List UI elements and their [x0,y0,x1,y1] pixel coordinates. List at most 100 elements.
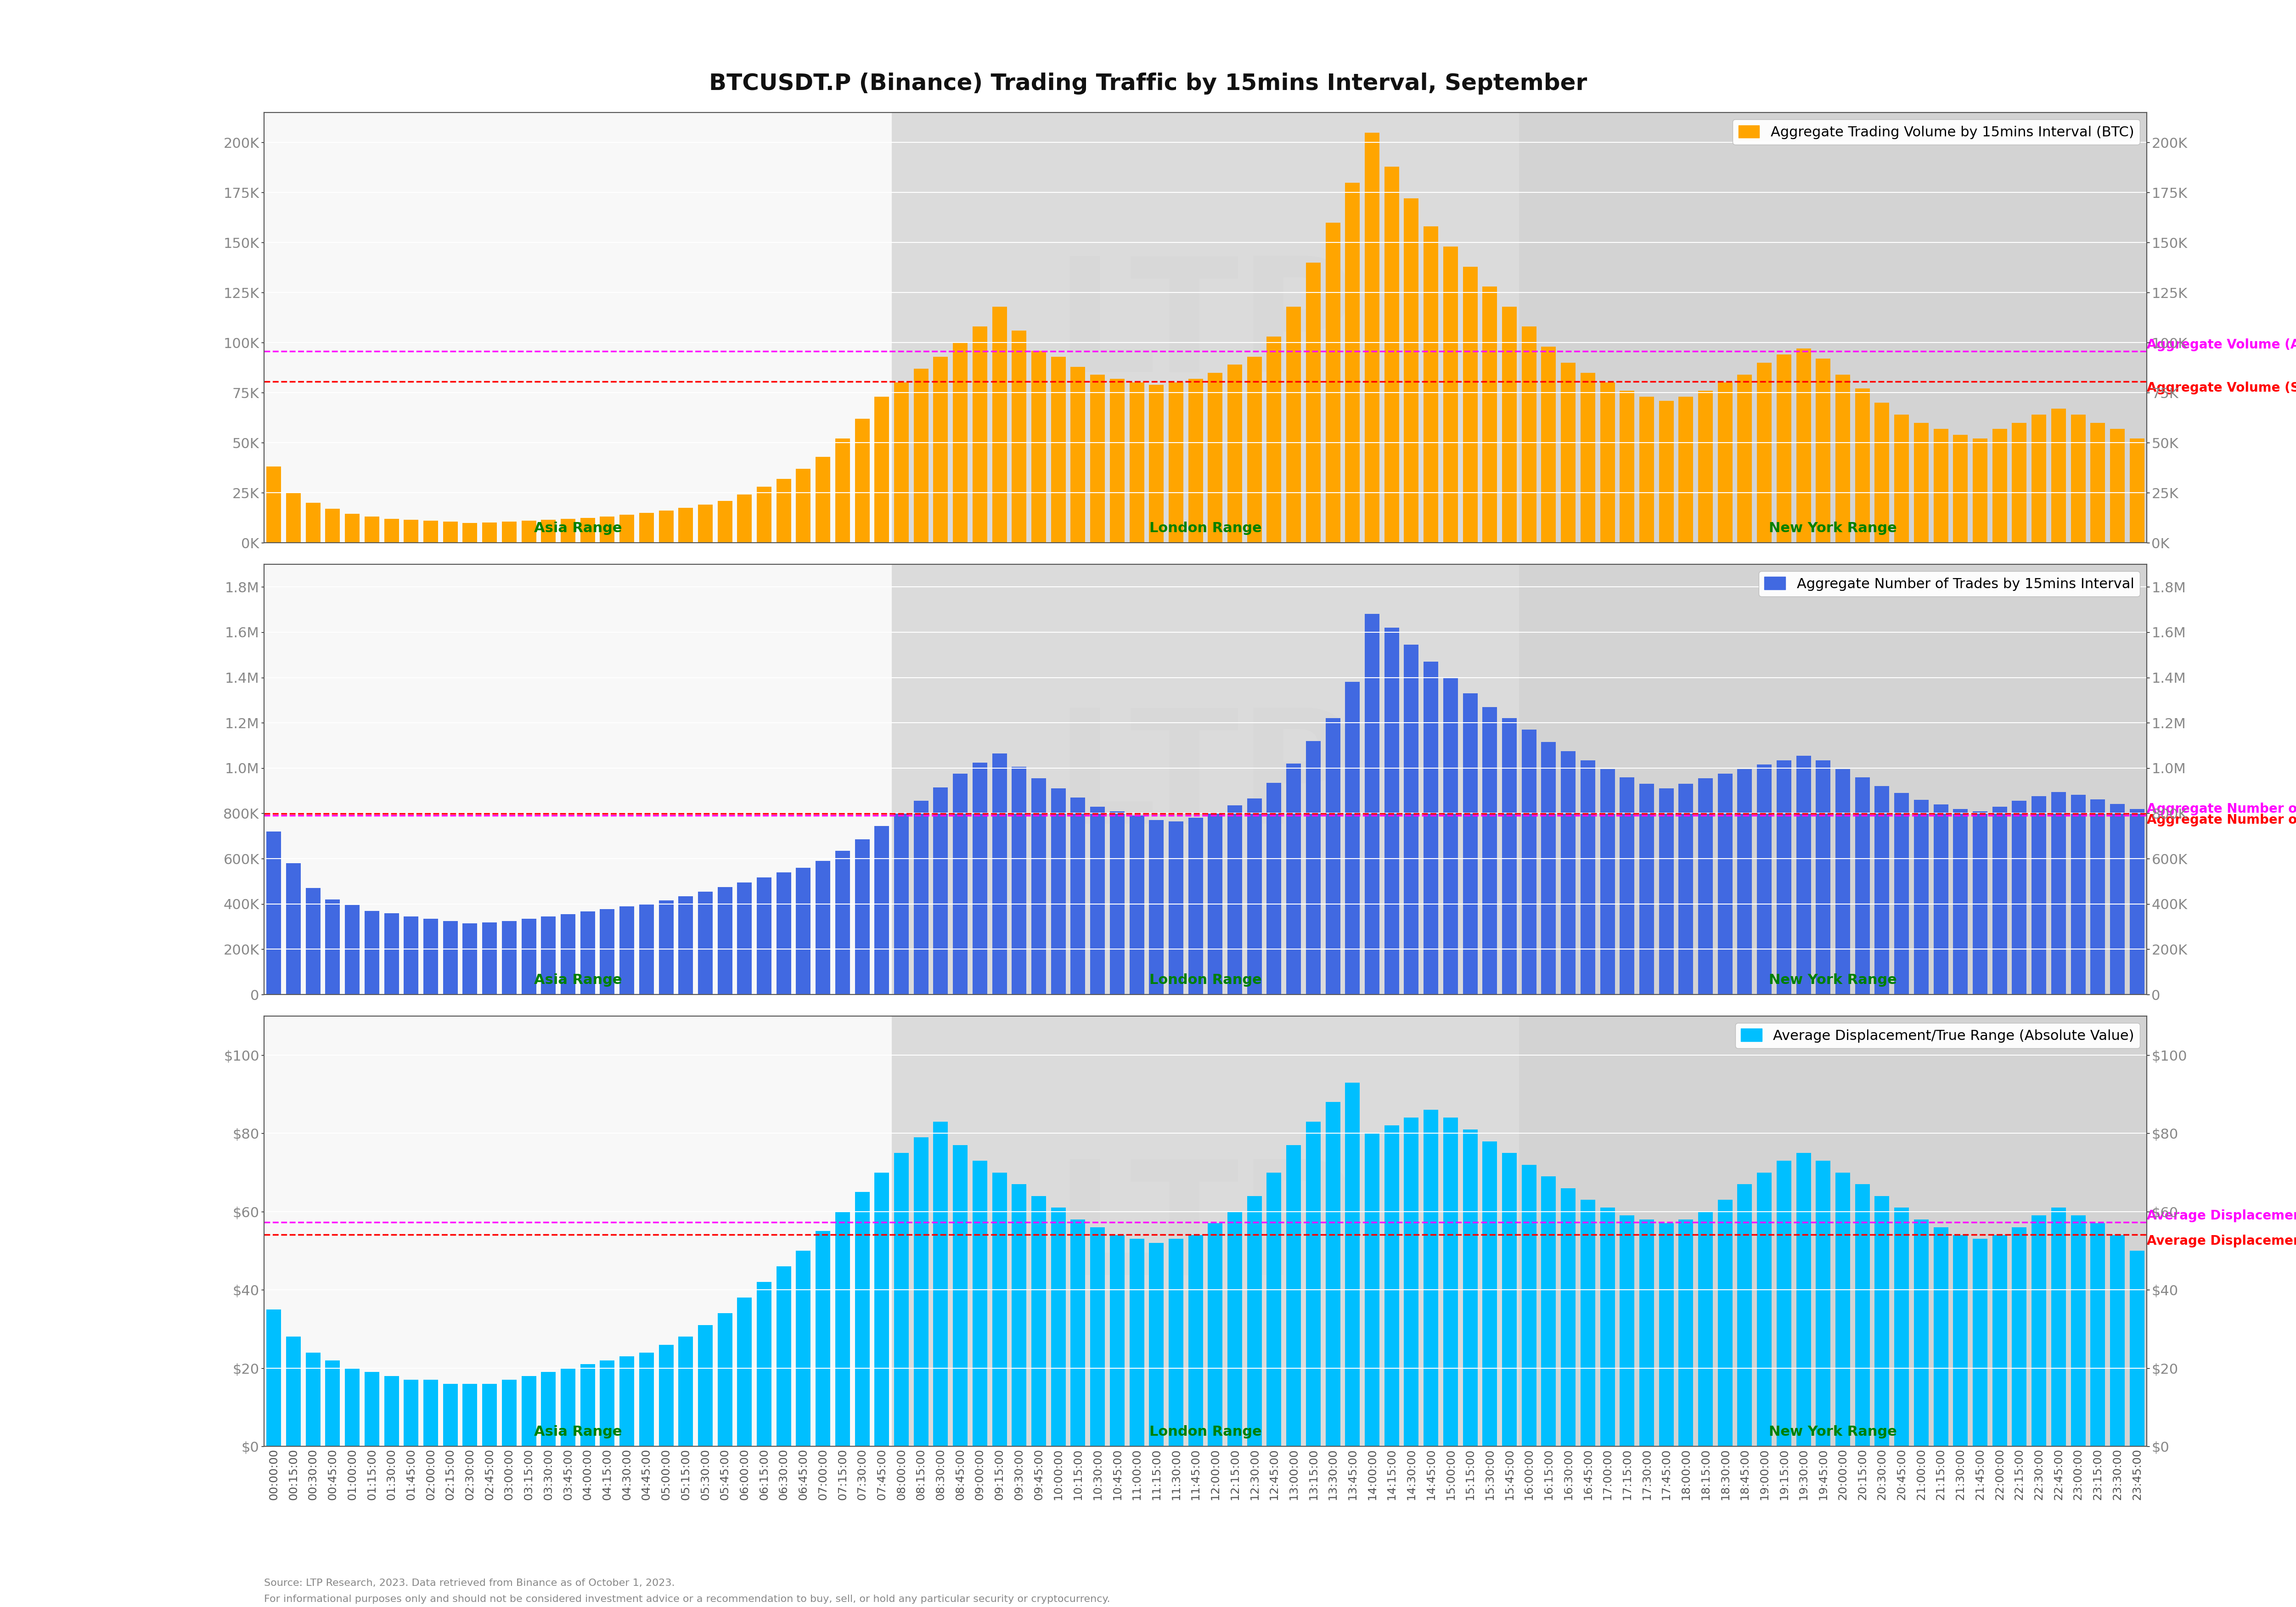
Bar [1228,365,1242,543]
Bar [914,368,928,543]
Bar [422,1380,439,1446]
Bar [836,439,850,543]
Bar [1109,812,1125,995]
Bar [1756,1173,1773,1446]
Text: London Range: London Range [1150,1425,1261,1438]
Bar [797,1250,810,1446]
Bar [1915,423,1929,543]
Bar [974,326,987,543]
Bar [1894,792,1908,995]
Bar [560,519,576,543]
Bar [1267,783,1281,995]
Bar [1993,807,2007,995]
Bar [1070,797,1086,995]
Bar [1013,767,1026,995]
Bar [1208,373,1221,543]
Bar [719,1313,732,1446]
Bar [1954,808,1968,995]
Text: London Range: London Range [1150,974,1261,987]
Bar [1306,1122,1320,1446]
Bar [383,913,400,995]
Bar [404,1380,418,1446]
Bar [1169,1239,1182,1446]
Bar [1738,374,1752,543]
Bar [1031,350,1047,543]
Bar [1247,799,1263,995]
Bar [305,889,321,995]
Bar [266,831,280,995]
Bar [2071,1215,2085,1446]
Bar [1795,755,1812,995]
Bar [1444,678,1458,995]
Bar [305,1353,321,1446]
Bar [2032,797,2046,995]
Bar [737,495,751,543]
Bar [1717,773,1733,995]
Bar [875,826,889,995]
Bar [677,897,693,995]
Bar [1522,730,1536,995]
Bar [1052,789,1065,995]
Bar [1816,1160,1830,1446]
Bar [305,503,321,543]
Bar [287,863,301,995]
Bar [1660,1223,1674,1446]
Bar [1933,805,1949,995]
Bar [932,787,948,995]
Bar [893,813,909,995]
Bar [1306,262,1320,543]
Bar [1384,1125,1398,1446]
Bar [659,1345,673,1446]
Bar [992,754,1008,995]
Bar [1247,357,1263,543]
Bar [836,1212,850,1446]
Bar [383,1376,400,1446]
Text: New York Range: New York Range [1768,522,1896,535]
Bar [1756,765,1773,995]
Bar [1325,1102,1341,1446]
Bar [1619,778,1635,995]
Bar [2050,792,2066,995]
Bar [1031,778,1047,995]
Bar [1855,389,1869,543]
Bar [698,1326,712,1446]
Text: Asia Range: Asia Range [535,522,622,535]
Bar [2089,423,2105,543]
Bar [560,914,576,995]
Bar [2032,1215,2046,1446]
Bar [2131,1250,2144,1446]
Bar [266,1310,280,1446]
Bar [953,342,967,543]
Bar [797,868,810,995]
Bar [1541,742,1557,995]
Bar [1520,1016,2147,1446]
Bar [2089,1223,2105,1446]
Text: Asia Range: Asia Range [535,974,622,987]
Bar [521,521,537,543]
Bar [1541,347,1557,543]
Bar [287,1337,301,1446]
Bar [1660,789,1674,995]
Bar [677,508,693,543]
Bar [1364,614,1380,995]
Text: Source: LTP Research, 2023. Data retrieved from Binance as of October 1, 2023.: Source: LTP Research, 2023. Data retriev… [264,1578,675,1588]
Bar [1463,693,1479,995]
Bar [1777,355,1791,543]
Bar [1855,1184,1869,1446]
Bar [2011,1228,2027,1446]
Bar [1756,363,1773,543]
Bar [1699,778,1713,995]
Bar [2110,1236,2124,1446]
Bar [1070,366,1086,543]
Bar [1619,391,1635,543]
Text: LTP: LTP [1054,702,1357,857]
Bar [443,522,457,543]
Bar [854,839,870,995]
Bar [1777,760,1791,995]
Bar [542,1372,556,1446]
Bar [344,905,360,995]
Bar [1345,183,1359,543]
Bar [2071,415,2085,543]
Bar [1717,1200,1733,1446]
Bar [326,1360,340,1446]
